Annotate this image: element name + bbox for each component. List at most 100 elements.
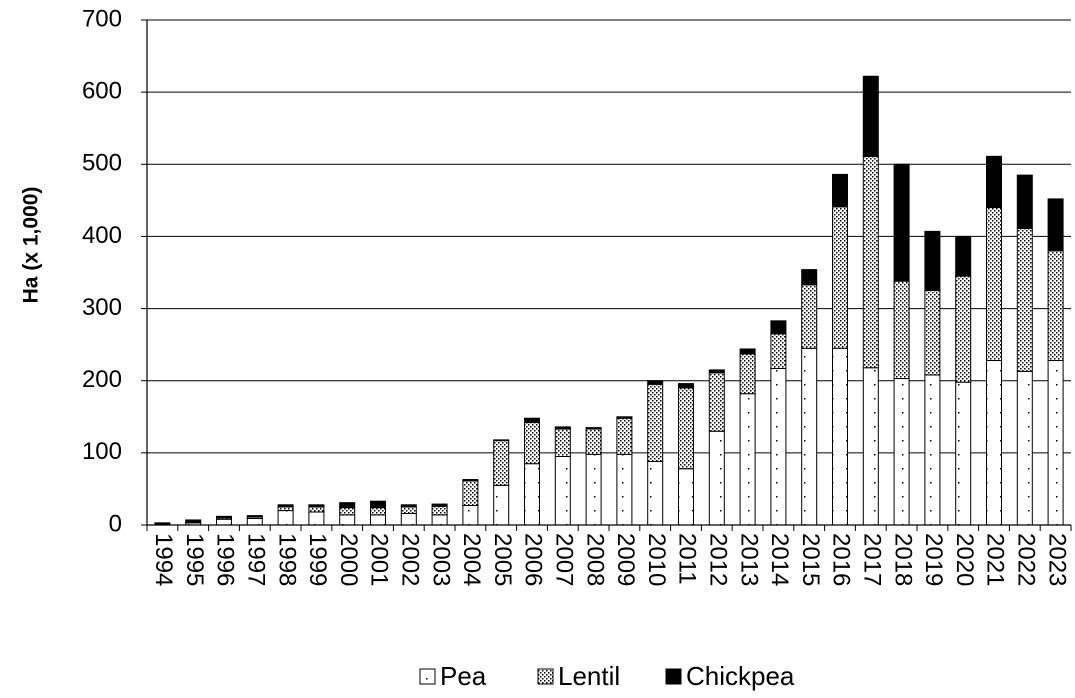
- x-tick-label: 1999: [304, 533, 331, 586]
- x-tick-label: 2019: [920, 533, 947, 586]
- legend: Pea Lentil Chickpea: [419, 661, 795, 691]
- bar-pea-2001: [370, 514, 386, 526]
- y-tick-labels: 0 100 200 300 400 500 600 700: [82, 5, 147, 537]
- bar-chickpea-2022: [1016, 174, 1033, 229]
- bar-pea-1999: [308, 511, 325, 526]
- y-tick-label: 200: [82, 366, 122, 393]
- bar-lentil-2010: [647, 383, 664, 463]
- gridlines: [147, 19, 1071, 454]
- bar-lentil-2023: [1047, 250, 1064, 362]
- x-tick-label: 2012: [704, 533, 731, 586]
- bar-pea-1996: [216, 518, 232, 526]
- x-tick-label: 2003: [427, 533, 454, 586]
- bar-lentil-2016: [832, 206, 848, 349]
- bar-lentil-2019: [924, 290, 941, 376]
- bar-lentil-2018: [893, 280, 910, 380]
- axes: [146, 20, 1072, 531]
- bar-pea-2007: [554, 455, 571, 526]
- bar-chickpea-2020: [955, 235, 972, 277]
- bar-lentil-2020: [955, 275, 972, 383]
- bar-pea-2021: [986, 360, 1002, 526]
- x-tick-label: 2001: [366, 533, 393, 586]
- x-tick-label: 2002: [396, 533, 423, 586]
- legend-label-pea: Pea: [440, 661, 487, 691]
- bar-chickpea-2002: [400, 504, 417, 508]
- bar-pea-1997: [246, 518, 263, 526]
- x-tick-label: 2013: [735, 533, 762, 586]
- bar-lentil-2008: [585, 428, 602, 455]
- bar-lentil-2009: [616, 417, 633, 455]
- bar-chickpea-2007: [554, 426, 571, 430]
- bar-chickpea-2015: [801, 269, 818, 286]
- bar-pea-2020: [955, 381, 972, 526]
- bar-pea-2009: [616, 453, 633, 526]
- bar-pea-2013: [739, 393, 756, 526]
- bar-lentil-2006: [524, 422, 540, 465]
- bar-lentil-2000: [339, 507, 356, 516]
- bar-lentil-2007: [554, 428, 571, 457]
- x-tick-label: 2016: [828, 533, 855, 586]
- x-tick-label: 2017: [858, 533, 885, 586]
- bar-chickpea-2003: [431, 503, 448, 507]
- bar-chickpea-2017: [862, 75, 879, 157]
- bar-chickpea-2010: [647, 380, 664, 385]
- bar-lentil-2015: [801, 284, 818, 349]
- bar-lentil-2005: [493, 440, 510, 486]
- bar-lentil-2013: [739, 353, 756, 395]
- bar-chickpea-2018: [893, 163, 910, 282]
- x-tick-label: 2004: [458, 533, 485, 586]
- bar-pea-2017: [862, 367, 879, 526]
- y-tick-label: 600: [82, 77, 122, 104]
- bar-lentil-1998: [277, 506, 294, 512]
- bar-chickpea-2005: [493, 439, 510, 442]
- bar-chickpea-1997: [246, 515, 263, 518]
- bar-pea-2008: [585, 453, 602, 526]
- bar-chickpea-2009: [616, 416, 633, 419]
- bar-pea-2004: [462, 505, 479, 526]
- x-tick-label: 2018: [889, 533, 916, 586]
- bar-lentil-1999: [308, 506, 325, 513]
- x-tick-label: 2008: [581, 533, 608, 586]
- x-tick-label: 2023: [1043, 533, 1070, 586]
- bars: [154, 75, 1064, 526]
- bar-lentil-2021: [986, 207, 1002, 362]
- y-tick-label: 0: [109, 510, 122, 537]
- bar-lentil-2001: [370, 507, 386, 516]
- bar-chickpea-2011: [678, 383, 694, 389]
- bar-chickpea-1999: [308, 504, 325, 508]
- bar-pea-2019: [924, 374, 941, 526]
- bar-pea-2010: [647, 461, 664, 526]
- x-tick-label: 2011: [674, 533, 701, 585]
- legend-swatch-pea: [419, 668, 436, 685]
- legend-label-chickpea: Chickpea: [686, 661, 795, 691]
- bar-pea-2002: [400, 512, 417, 526]
- bar-pea-2018: [893, 378, 910, 526]
- bar-pea-2000: [339, 514, 356, 526]
- bar-chickpea-2016: [832, 173, 848, 208]
- bar-pea-2016: [832, 347, 848, 526]
- bar-lentil-2011: [678, 387, 694, 470]
- x-tick-label: 1998: [273, 533, 300, 586]
- legend-label-lentil: Lentil: [558, 661, 620, 691]
- bar-pea-2015: [801, 347, 818, 526]
- bar-chickpea-2023: [1047, 198, 1064, 252]
- bar-pea-2011: [678, 468, 694, 526]
- bar-chickpea-2000: [339, 502, 356, 509]
- x-tick-label: 2021: [982, 533, 1009, 586]
- x-tick-label: 1995: [181, 533, 208, 586]
- bar-lentil-2014: [770, 333, 787, 369]
- x-tick-label: 2007: [550, 533, 577, 586]
- x-tick-label: 2010: [643, 533, 670, 586]
- bar-chickpea-1995: [185, 519, 202, 523]
- bar-chickpea-1996: [216, 515, 232, 519]
- x-tick-label: 2020: [951, 533, 978, 586]
- y-tick-label: 500: [82, 150, 122, 177]
- bar-pea-2006: [524, 463, 540, 526]
- legend-swatch-lentil: [537, 668, 554, 685]
- bar-pea-2012: [708, 430, 725, 526]
- x-tick-label: 2014: [766, 533, 793, 586]
- bar-pea-1998: [277, 510, 294, 526]
- y-tick-label: 300: [82, 294, 122, 321]
- x-tick-label: 2009: [612, 533, 639, 586]
